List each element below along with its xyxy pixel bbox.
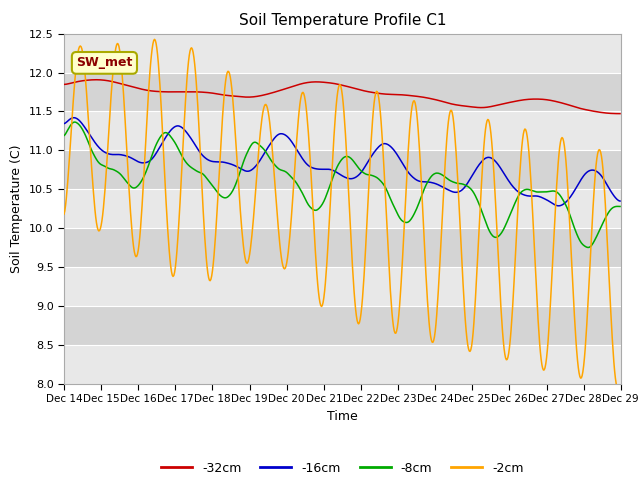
Text: SW_met: SW_met [76,56,132,70]
Bar [64,150,621,189]
Bar [64,306,621,345]
Bar [64,345,621,384]
Bar [64,34,621,72]
Y-axis label: Soil Temperature (C): Soil Temperature (C) [10,144,23,273]
Bar [64,267,621,306]
Bar [64,72,621,111]
Bar [64,189,621,228]
Bar [64,228,621,267]
Legend: -32cm, -16cm, -8cm, -2cm: -32cm, -16cm, -8cm, -2cm [156,457,529,480]
Bar [64,111,621,150]
Title: Soil Temperature Profile C1: Soil Temperature Profile C1 [239,13,446,28]
X-axis label: Time: Time [327,410,358,423]
